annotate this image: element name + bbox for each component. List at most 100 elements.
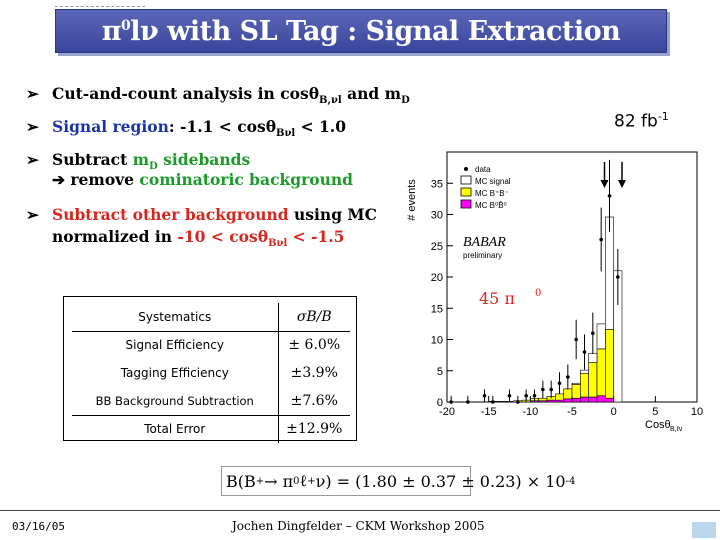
histogram-bar — [571, 397, 581, 403]
signal-region-arrowhead — [618, 180, 626, 188]
x-tick-label: -15 — [481, 406, 497, 418]
right-arrow-icon: ➔ — [52, 170, 71, 189]
bullet-arrow-icon: ➢ — [26, 117, 39, 136]
y-tick-label: 35 — [431, 178, 443, 190]
histogram-bar — [571, 384, 581, 399]
y-axis-label: # events — [406, 179, 418, 221]
footer-divider — [0, 510, 720, 511]
histogram-bar — [605, 329, 614, 399]
x-tick-label: 10 — [691, 406, 703, 418]
row-label: Signal Efficiency — [125, 338, 224, 353]
histogram-bar — [580, 396, 589, 403]
data-point — [582, 350, 587, 354]
histogram-bar — [596, 323, 606, 350]
signal-region-arrowhead — [600, 180, 609, 188]
histogram-bar — [538, 397, 548, 402]
x-tick-label: 5 — [652, 406, 658, 418]
plot-frame — [446, 151, 698, 403]
title-decoration — [55, 6, 145, 7]
histogram-bar — [571, 382, 581, 385]
legend-entry: MC B⁰B̄⁰ — [475, 201, 507, 210]
data-point — [574, 337, 578, 342]
babar-logo: BABAR — [463, 235, 506, 250]
systematics-header-value: σB/B — [277, 303, 350, 332]
row-value: ± 6.0% — [277, 331, 350, 359]
data-point — [599, 237, 603, 242]
signal-count-sup: 0 — [535, 288, 541, 299]
data-point — [466, 400, 470, 404]
data-point — [516, 400, 520, 404]
legend-swatch — [460, 175, 472, 185]
systematics-table: Systematics σB/B Signal Efficiency ± 6.0… — [63, 296, 357, 443]
bullet-signal-region: ➢ Signal region: -1.1 < cosθBνl < 1.0 — [26, 117, 346, 140]
total-label: Total Error — [72, 414, 278, 443]
data-point — [507, 393, 512, 398]
footer-text: Jochen Dingfelder – CKM Workshop 2005 — [232, 519, 485, 533]
legend-entry: MC B⁺B⁻ — [475, 189, 509, 198]
title-bar: π0lν with SL Tag : Signal Extraction — [55, 9, 667, 53]
y-tick-label: 25 — [431, 241, 443, 253]
bullet-subtract-other: ➢ Subtract other background using MC — [26, 205, 377, 224]
systematics-header-label: Systematics — [72, 303, 278, 332]
histogram-bar — [605, 397, 614, 403]
legend-marker — [464, 167, 468, 171]
y-tick-label: 0 — [437, 397, 443, 409]
signal-count-label: 45 π — [479, 289, 515, 308]
data-point — [482, 393, 487, 398]
histogram-bar — [496, 401, 506, 403]
bullet-remove-combinatoric: ➔ remove cominatoric background — [52, 170, 353, 189]
bullet-subtract-sidebands: ➢ Subtract mD sidebands — [26, 150, 251, 173]
x-tick-label: -20 — [439, 406, 455, 418]
histogram-bar — [596, 395, 606, 403]
data-point — [616, 275, 620, 279]
bullet-arrow-icon: ➢ — [26, 205, 39, 224]
data-point — [566, 375, 570, 379]
data-point — [607, 193, 612, 198]
row-label: BB Background Subtraction — [95, 393, 254, 408]
y-tick-label: 20 — [431, 272, 443, 284]
bullet-normalized: normalized in -10 < cosθBνl < -1.5 — [52, 227, 345, 250]
page-title: π0lν with SL Tag : Signal Extraction — [101, 15, 621, 47]
table-row: Tagging Efficiency ±3.9% — [72, 359, 350, 387]
event-histogram: -20 -15 -10 -5 0 5 10 0 5 10 15 20 25 30 35 # events Cos… — [405, 140, 715, 440]
systematics-header: Systematics σB/B — [72, 303, 350, 332]
data-point — [541, 387, 545, 392]
y-tick-label: 10 — [431, 335, 443, 347]
data-point — [591, 331, 595, 336]
histogram-bar — [596, 348, 606, 397]
x-axis-label-sub: B,ℓν — [670, 426, 683, 433]
bullet-arrow-icon: ➢ — [26, 150, 39, 169]
bullet-cut-and-count: ➢ Cut-and-count analysis in cosθB,νl and … — [26, 84, 410, 107]
x-tick-label: 0 — [611, 406, 617, 418]
data-point — [532, 393, 537, 398]
y-tick-label: 30 — [431, 210, 443, 222]
x-tick-label: -10 — [522, 406, 538, 418]
legend-entry: MC signal — [475, 177, 511, 186]
y-tick-label: 5 — [437, 366, 443, 378]
histogram-bar — [605, 216, 614, 330]
histogram-bar — [555, 393, 564, 401]
table-row-total: Total Error ±12.9% — [72, 414, 350, 443]
result-formula: B(B + → π 0 ℓ + ν) = (1.80 ± 0.37 ± 0.23) × 1… — [221, 466, 575, 496]
x-axis-label: Cosθ — [645, 419, 671, 431]
histogram-bar — [588, 352, 598, 363]
row-value: ±7.6% — [277, 387, 350, 415]
x-tick-label: -5 — [567, 406, 577, 418]
data-point — [524, 393, 528, 398]
histogram-bar — [588, 396, 598, 403]
histogram-bar — [580, 369, 589, 374]
row-value: ±3.9% — [277, 359, 350, 387]
footer-date: 03/16/05 — [12, 520, 65, 533]
legend-swatch — [460, 187, 472, 197]
y-tick-label: 15 — [431, 303, 443, 315]
data-point — [557, 381, 562, 386]
histogram-bar — [563, 398, 573, 403]
luminosity-label: 82 fb-1 — [614, 110, 669, 132]
legend-swatch — [460, 199, 472, 209]
total-value: ±12.9% — [277, 414, 350, 443]
legend-entry: data — [475, 165, 491, 174]
histogram-bar — [580, 372, 589, 398]
table-row: Signal Efficiency ± 6.0% — [72, 331, 350, 359]
histogram-bar — [588, 362, 598, 398]
preliminary-label: preliminary — [463, 251, 502, 260]
